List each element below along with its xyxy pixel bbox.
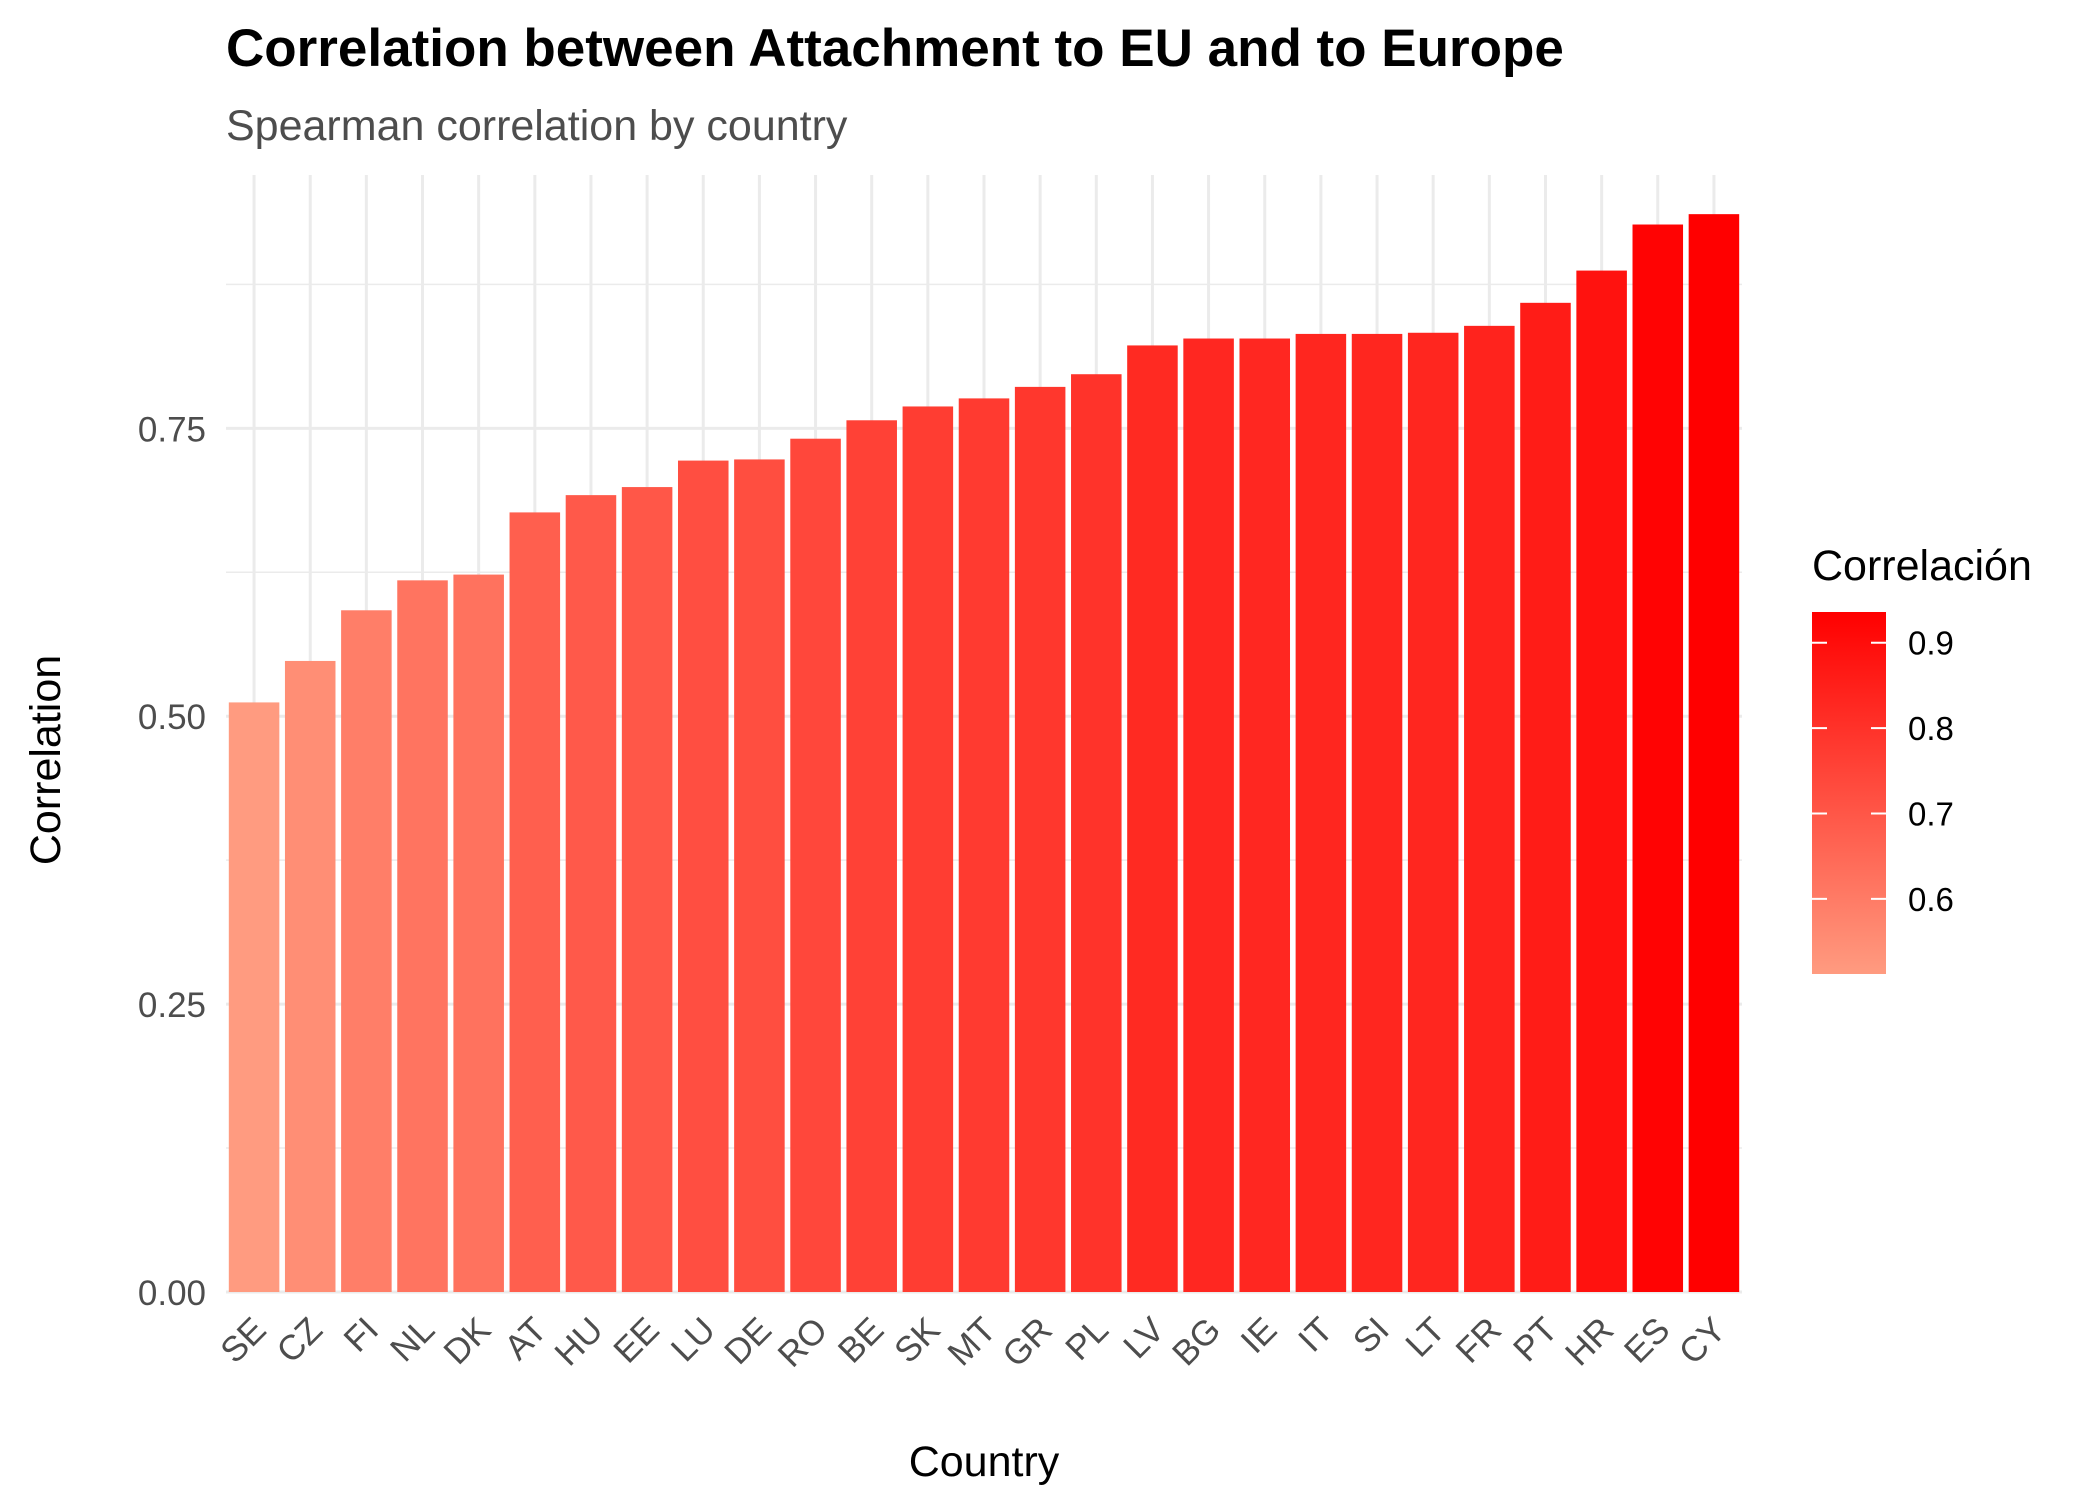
bar-lu (677, 460, 729, 1292)
bar-be (846, 420, 897, 1292)
x-tick-label: EE (606, 1310, 667, 1371)
bar-pt (1520, 302, 1571, 1292)
bar-ro (790, 438, 841, 1293)
chart-subtitle: Spearman correlation by country (226, 102, 848, 150)
bar-bg (1183, 338, 1234, 1292)
bar-sk (902, 406, 954, 1292)
bar-ee (621, 487, 673, 1292)
x-tick-label: LU (664, 1310, 723, 1369)
bar-gr (1014, 386, 1066, 1292)
bar-es (1632, 224, 1684, 1293)
legend-colorbar (1812, 612, 1886, 974)
chart-title: Correlation between Attachment to EU and… (226, 19, 1564, 78)
x-tick-label: IT (1291, 1310, 1341, 1360)
x-tick-label: CY (1672, 1310, 1734, 1372)
legend-tick-label: 0.6 (1908, 881, 1954, 918)
x-tick-label: BG (1165, 1310, 1228, 1373)
x-tick-label: CZ (269, 1310, 330, 1371)
bar-fi (341, 610, 392, 1292)
bar-hr (1576, 270, 1627, 1292)
x-tick-label: DE (717, 1310, 779, 1372)
y-tick-label: 0.25 (138, 986, 206, 1025)
bar-se (228, 702, 280, 1292)
legend-title: Correlación (1812, 542, 2032, 590)
x-tick-label: SE (213, 1310, 274, 1371)
bar-lt (1407, 332, 1459, 1292)
bar-fr (1464, 325, 1515, 1293)
x-tick-label: RO (771, 1310, 836, 1375)
bar-mt (958, 398, 1010, 1292)
bar-ie (1239, 338, 1291, 1292)
x-tick-label: FR (1448, 1310, 1509, 1371)
bar-cy (1688, 214, 1740, 1292)
bar-cz (284, 660, 336, 1292)
legend-tick-label: 0.9 (1908, 625, 1954, 662)
x-tick-label: SK (887, 1310, 948, 1371)
x-tick-label: DK (436, 1310, 498, 1372)
x-tick-label: NL (383, 1310, 442, 1369)
y-tick-label: 0.50 (138, 698, 206, 737)
x-tick-label: GR (995, 1310, 1060, 1375)
bar-hu (565, 495, 617, 1292)
x-tick-label: AT (497, 1310, 554, 1367)
x-tick-label: LV (1116, 1310, 1172, 1366)
x-tick-label: HR (1558, 1310, 1621, 1373)
x-tick-label: PL (1058, 1310, 1116, 1368)
x-tick-label: MT (940, 1310, 1003, 1373)
bar-nl (397, 580, 448, 1292)
x-tick-label: IE (1233, 1310, 1284, 1361)
bar-lv (1127, 345, 1178, 1293)
bar-si (1351, 333, 1403, 1292)
x-tick-label: HU (547, 1310, 610, 1373)
bar-it (1295, 333, 1347, 1292)
y-axis-label: Correlation (22, 655, 70, 865)
y-tick-label: 0.00 (138, 1274, 206, 1313)
bar-at (509, 512, 561, 1292)
bar-pl (1071, 374, 1122, 1292)
y-axis-ticks: 0.00 0.25 0.50 0.75 (138, 410, 206, 1313)
y-tick-label: 0.75 (138, 410, 206, 449)
x-tick-label: PT (1506, 1310, 1565, 1369)
x-tick-label: LT (1398, 1310, 1453, 1365)
x-axis-label: Country (909, 1438, 1060, 1486)
legend-ticks: 0.6 0.7 0.8 0.9 (1812, 625, 1954, 918)
x-tick-label: FI (336, 1310, 386, 1360)
bars (228, 214, 1740, 1293)
legend-tick-label: 0.7 (1908, 795, 1954, 832)
x-tick-label: ES (1617, 1310, 1678, 1371)
legend: Correlación 0.6 0.7 0.8 0.9 (1812, 542, 2032, 974)
legend-tick-label: 0.8 (1908, 710, 1954, 747)
bar-de (734, 459, 785, 1292)
bar-dk (453, 574, 504, 1292)
x-tick-label: BE (831, 1310, 892, 1371)
x-tick-label: SI (1346, 1310, 1397, 1361)
